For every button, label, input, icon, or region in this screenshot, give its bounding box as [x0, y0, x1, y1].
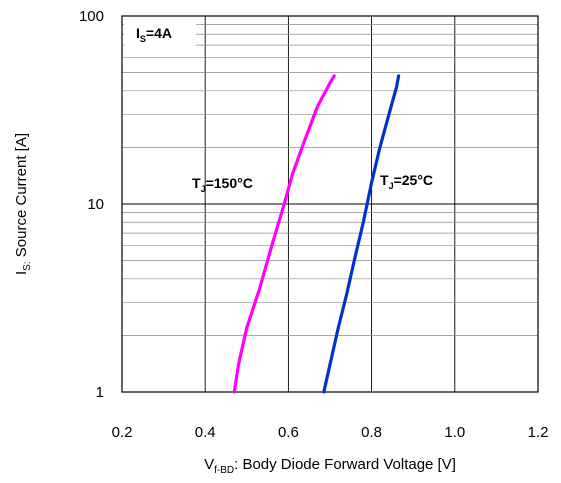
condition-label-rest: =4A — [146, 25, 172, 41]
series-label-150c: TJ=150°C — [192, 175, 253, 194]
tick-labels: 0.2 0.4 0.6 0.8 1.0 1.2 1 10 100 — [79, 8, 548, 441]
y-axis-label: IS: Source Current [A] — [13, 133, 33, 275]
y-axis-label-sub: S: — [22, 261, 33, 270]
series-label-25c-main: T — [380, 172, 389, 188]
y-tick-label: 100 — [79, 8, 104, 25]
x-tick-label: 0.6 — [278, 424, 299, 441]
x-tick-label: 1.2 — [528, 424, 549, 441]
plot-area-border — [121, 15, 539, 393]
x-axis-label-rest: : Body Diode Forward Voltage [V] — [234, 456, 456, 473]
series-label-150c-main: T — [192, 175, 201, 191]
series-label-25c-rest: =25°C — [394, 172, 433, 188]
x-tick-label: 1.0 — [444, 424, 465, 441]
series-layer — [232, 74, 401, 394]
series-line-150c — [232, 74, 336, 394]
y-axis-label-rest: Source Current [A] — [13, 133, 30, 261]
x-axis-label-main: V — [204, 456, 214, 473]
condition-label: IS=4A — [136, 25, 172, 44]
series-label-150c-rest: =150°C — [206, 175, 253, 191]
condition-label-main: I — [136, 25, 140, 41]
series-line-25c — [322, 74, 401, 394]
x-axis-label-sub: f-BD — [214, 465, 234, 476]
x-tick-label: 0.8 — [361, 424, 382, 441]
condition-label-box: IS=4A — [124, 18, 196, 48]
y-tick-label: 1 — [96, 384, 104, 401]
x-axis-label: Vf-BD: Body Diode Forward Voltage [V] — [204, 456, 456, 476]
y-axis-label-main: I — [13, 271, 30, 275]
series-label-150c-sub: J — [201, 184, 206, 194]
series-label-25c-sub: J — [389, 181, 394, 191]
condition-label-sub: S — [140, 34, 146, 44]
grid — [121, 15, 539, 393]
series-label-25c: TJ=25°C — [380, 172, 433, 191]
x-tick-label: 0.4 — [195, 424, 216, 441]
y-tick-label: 10 — [87, 196, 104, 213]
x-tick-label: 0.2 — [112, 424, 133, 441]
